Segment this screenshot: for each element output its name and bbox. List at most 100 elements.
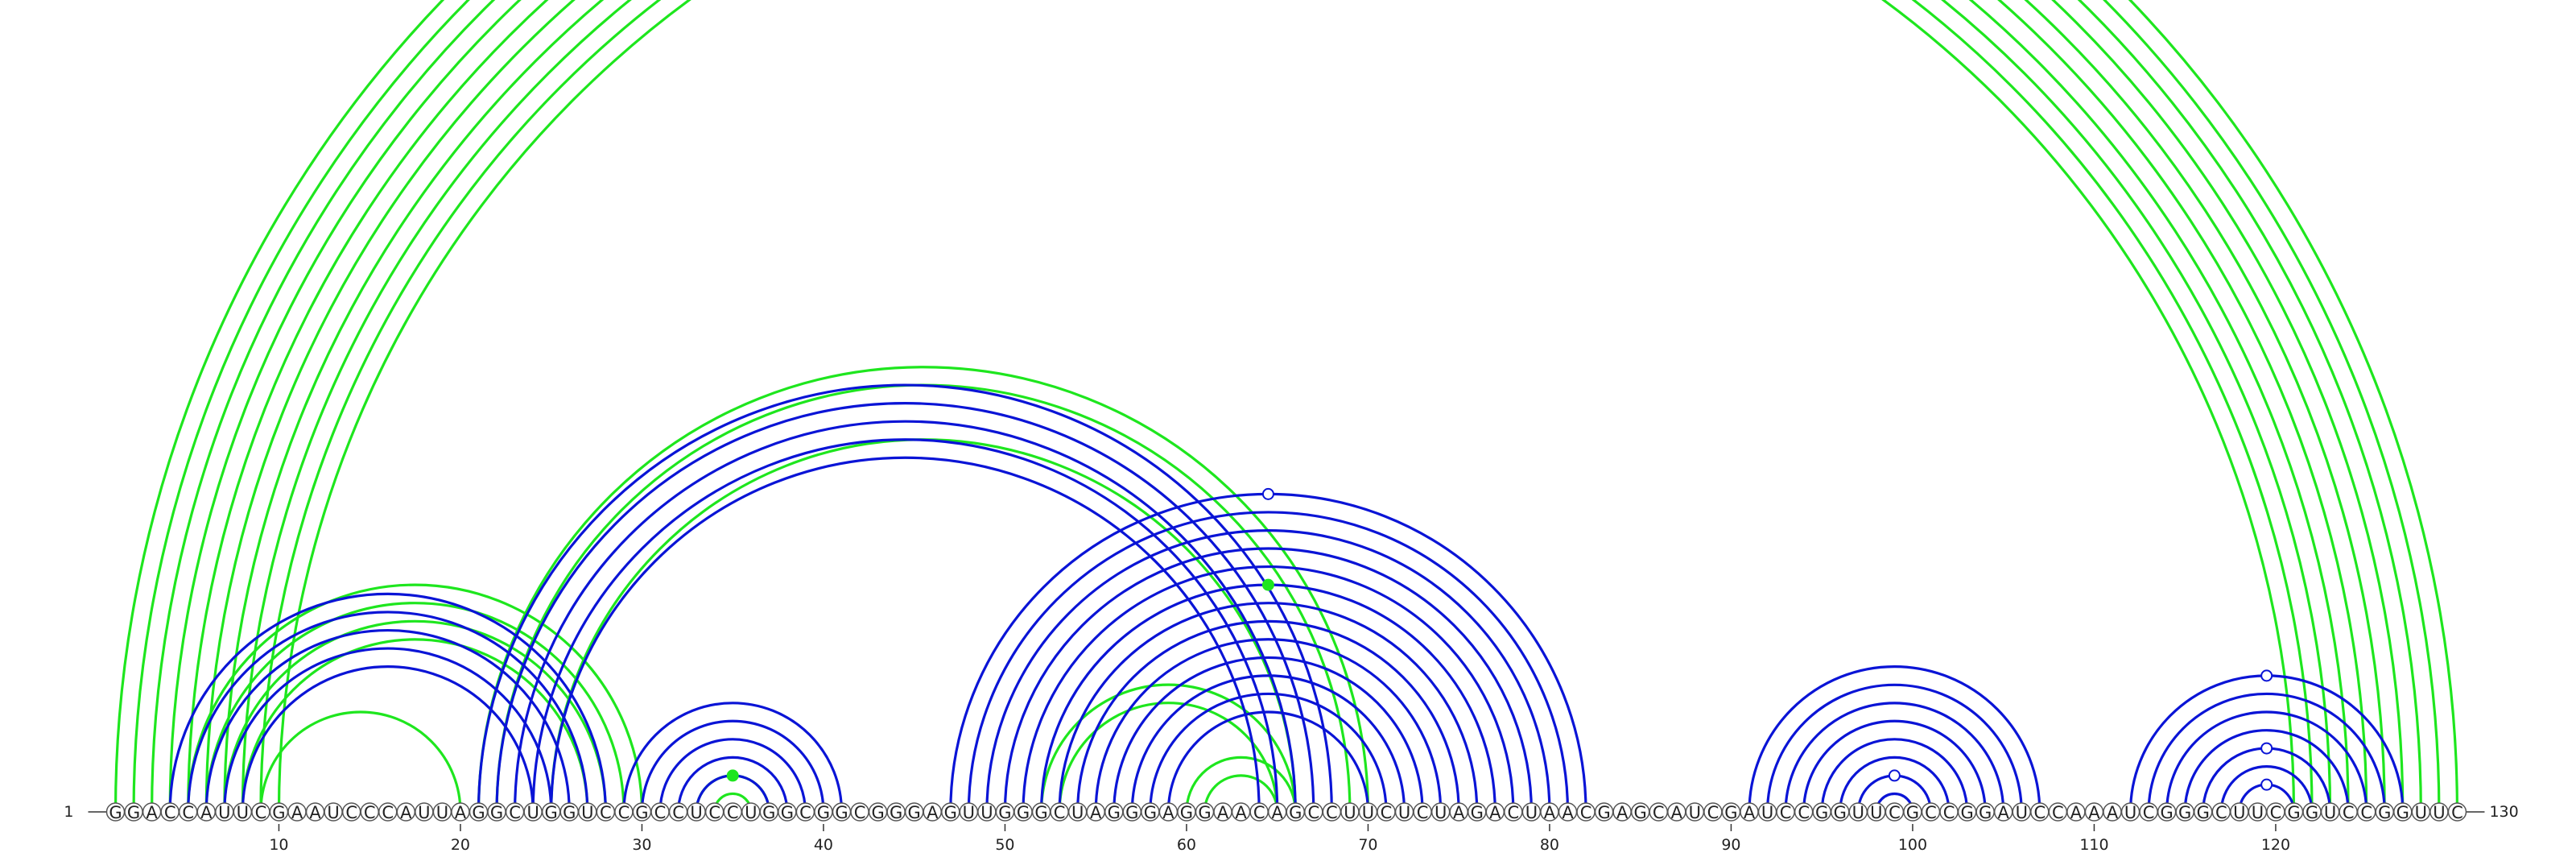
nucleotide-letter: C: [364, 803, 376, 822]
nucleotide: C: [2139, 802, 2158, 822]
nucleotide-letter: C: [2343, 803, 2355, 822]
nucleotide-letter: G: [1289, 803, 1302, 822]
nucleotide-letter: A: [455, 803, 467, 822]
nucleotide: C: [1504, 802, 1523, 822]
nucleotide-letter: C: [1580, 803, 1592, 822]
nucleotide-letter: G: [762, 803, 775, 822]
nucleotide: C: [1939, 802, 1959, 822]
green-arc-8-27: [241, 638, 589, 814]
nucleotide: A: [142, 802, 162, 822]
nucleotide: G: [1831, 802, 1850, 822]
nucleotide: C: [1322, 802, 1342, 822]
nucleotide-letter: U: [1398, 803, 1410, 822]
nucleotide-letter: G: [2287, 803, 2300, 822]
tick-label: 110: [2079, 836, 2108, 854]
green-arc-8-123: [242, 0, 2330, 812]
nucleotide-letter: G: [1979, 803, 1992, 822]
nucleotide: G: [814, 802, 833, 822]
green-arc-21-70: [477, 366, 1370, 814]
nucleotide-letter: G: [1634, 803, 1647, 822]
tick-100: 100: [1898, 824, 1927, 854]
nucleotide-letter: G: [2197, 803, 2210, 822]
nucleotide: A: [196, 802, 216, 822]
nucleotide-letter: U: [418, 803, 430, 822]
blue-arc-31-39: [658, 738, 807, 814]
nucleotide-letter: C: [2360, 803, 2372, 822]
nucleotide-letter: C: [672, 803, 684, 822]
nucleotide: G: [2157, 802, 2177, 822]
nucleotide: G: [1812, 802, 1831, 822]
nucleotide-letter: C: [799, 803, 811, 822]
nucleotide: U: [1067, 802, 1088, 822]
nucleotide-letter: A: [1544, 803, 1556, 822]
tick-label: 50: [995, 836, 1014, 854]
nucleotide: C: [596, 802, 616, 822]
blue-arc-7-25: [223, 647, 553, 814]
green-arc-22-69: [495, 383, 1352, 814]
nucleotide-letter: C: [1925, 803, 1937, 822]
nucleotide-letter: G: [2396, 803, 2409, 822]
nucleotide-letter: C: [255, 803, 267, 822]
nucleotide: A: [305, 802, 325, 822]
nucleotide: A: [1086, 802, 1105, 822]
nucleotide: G: [778, 802, 797, 822]
nucleotide-letter: A: [309, 803, 321, 822]
nucleotide-letter: C: [1889, 803, 1901, 822]
nucleotide-letter: G: [109, 803, 122, 822]
nucleotide: C: [1050, 802, 1069, 822]
nucleotide: A: [1213, 802, 1232, 822]
arc-marker: [726, 769, 739, 782]
nucleotide-letter: U: [2233, 803, 2245, 822]
nucleotide: C: [1249, 802, 1269, 822]
position-ticks: 10 20 30 40 50 60 70 80 90 100 110 120: [269, 824, 2290, 854]
nucleotide-letter: U: [1071, 803, 1084, 822]
nucleotide: G: [904, 802, 924, 822]
nucleotide-letter: G: [2178, 803, 2191, 822]
nucleotide: U: [233, 802, 253, 822]
nucleotide: U: [977, 802, 997, 822]
nucleotide: G: [1141, 802, 1160, 822]
nucleotide-letter: U: [690, 803, 702, 822]
nucleotide: U: [2429, 802, 2449, 822]
nucleotide: C: [1413, 802, 1432, 822]
nucleotide-letter: G: [272, 803, 285, 822]
nucleotide: G: [868, 802, 888, 822]
nucleotide-letter: U: [436, 803, 448, 822]
nucleotide: C: [1649, 802, 1668, 822]
nucleotide: G: [1630, 802, 1650, 822]
green-arc-9-20: [259, 710, 462, 814]
arc-layer: [114, 0, 2459, 814]
nucleotide: G: [2302, 802, 2322, 822]
green-arc-7-28: [223, 619, 607, 814]
nucleotide: U: [324, 802, 343, 822]
marker-layer: [726, 487, 2273, 791]
nucleotide-letter: G: [998, 803, 1011, 822]
nucleotide-letter: G: [2378, 803, 2391, 822]
nucleotide: G: [105, 802, 126, 822]
nucleotide: G: [1122, 802, 1142, 822]
nucleotide: C: [850, 802, 869, 822]
nucleotide-letter: U: [1344, 803, 1356, 822]
nucleotide-letter: C: [2052, 803, 2064, 822]
nucleotide-letter: G: [563, 803, 576, 822]
nucleotide: G: [832, 802, 852, 822]
nucleotide: U: [2320, 802, 2340, 822]
nucleotide-letter: C: [1653, 803, 1665, 822]
nucleotide: U: [1521, 802, 1542, 822]
nucleotide-letter: G: [1108, 803, 1121, 822]
nucleotide-letter: G: [781, 803, 794, 822]
nucleotide-letter: A: [291, 803, 303, 822]
nucleotide-letter: U: [745, 803, 757, 822]
nucleotide: G: [1957, 802, 1977, 822]
tick-60: 60: [1177, 824, 1196, 854]
tick-30: 30: [632, 824, 652, 854]
nucleotide-letter: G: [2161, 803, 2174, 822]
nucleotide-letter: G: [1471, 803, 1484, 822]
nucleotide: A: [1740, 802, 1759, 822]
nucleotide-letter: U: [526, 803, 539, 822]
nucleotide: G: [1286, 802, 1305, 822]
nucleotide-letter: C: [1381, 803, 1393, 822]
blue-arc-94-104: [1802, 719, 1987, 814]
